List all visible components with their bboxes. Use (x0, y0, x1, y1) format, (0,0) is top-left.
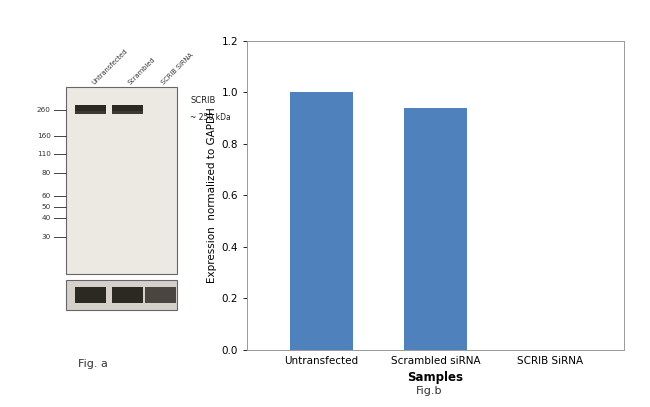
Text: Fig.b: Fig.b (416, 386, 442, 396)
Bar (75, 111, 106, 114)
Text: 40: 40 (42, 215, 51, 221)
Text: 30: 30 (42, 234, 51, 240)
X-axis label: Samples: Samples (408, 371, 463, 384)
Y-axis label: Expression  normalized to GAPDH: Expression normalized to GAPDH (207, 107, 217, 283)
Text: ~ 250 kDa: ~ 250 kDa (190, 113, 231, 122)
Bar (145, 287, 176, 303)
Text: 80: 80 (42, 170, 51, 176)
Text: 110: 110 (37, 151, 51, 158)
Bar (66, 280, 177, 310)
Text: 50: 50 (42, 204, 51, 210)
Text: SCRIB SiRNA: SCRIB SiRNA (161, 51, 194, 85)
Bar (290, 92, 353, 350)
Text: 60: 60 (42, 193, 51, 199)
Bar (112, 287, 142, 303)
Bar (112, 111, 142, 114)
Bar (75, 287, 106, 303)
Text: 160: 160 (37, 133, 51, 139)
Text: Untransfected: Untransfected (90, 47, 129, 85)
Bar (112, 105, 142, 114)
Bar (404, 108, 467, 350)
Text: 260: 260 (37, 107, 51, 113)
Text: SCRIB: SCRIB (190, 96, 215, 105)
Text: Fig. a: Fig. a (78, 359, 108, 369)
Text: Scrambled: Scrambled (127, 56, 157, 85)
Bar (75, 105, 106, 114)
Bar (66, 87, 177, 274)
